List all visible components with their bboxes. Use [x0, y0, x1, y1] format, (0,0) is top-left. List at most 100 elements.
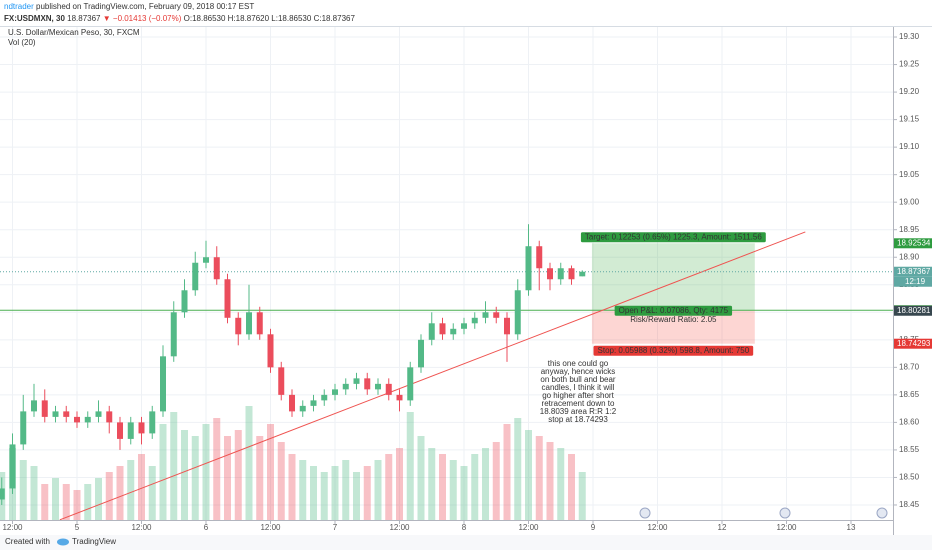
volume-bar [256, 436, 264, 520]
candle-body [256, 312, 263, 335]
candle-body [310, 400, 317, 406]
event-icon [779, 507, 791, 519]
candle-body [396, 394, 403, 401]
note-line: candles, I think it will [542, 383, 615, 392]
volume-bar [30, 466, 38, 520]
volume-bar [299, 460, 307, 520]
candle-body [407, 367, 414, 401]
candle-body [332, 389, 339, 395]
volume-bar [267, 424, 275, 520]
target-zone [591, 243, 755, 311]
volume-bar [234, 430, 242, 520]
y-tick-label: 18.95 [899, 225, 920, 234]
volume-bar [396, 448, 404, 520]
volume-bar [105, 472, 113, 520]
volume-bar [471, 454, 479, 520]
price-marker-label: 18.92534 [897, 238, 931, 247]
volume-bar [95, 478, 103, 520]
volume-bar [213, 418, 221, 520]
price-marker-label: 18.80281 [897, 306, 931, 315]
candle-body [127, 422, 134, 439]
candle-body [117, 422, 124, 439]
price-marker [894, 338, 932, 349]
candle-body [192, 262, 199, 291]
volume-bar [170, 412, 178, 520]
countdown-box [894, 276, 932, 287]
candle-body [0, 488, 5, 500]
volume-bar [62, 484, 70, 520]
candle-body [106, 411, 113, 423]
volume-bar [191, 436, 199, 520]
candle-body [267, 334, 274, 368]
volume-bar [277, 442, 285, 520]
y-tick-label: 18.45 [899, 500, 920, 509]
symbol: FX:USDMXN, 30 [4, 14, 65, 23]
candle-body [536, 246, 543, 269]
candle-body [482, 312, 489, 318]
volume-bar [578, 472, 586, 520]
volume-label: Vol (20) [8, 38, 36, 47]
pnl-label: Open P&L: 0.07086, Qty: 4175 [619, 306, 729, 315]
candle-body [568, 268, 575, 280]
volume-bar [19, 460, 27, 520]
note-line: retracement down to [542, 399, 615, 408]
volume-bar [138, 454, 146, 520]
event-icon [639, 507, 651, 519]
candle-body [213, 257, 220, 280]
candle-body [74, 416, 81, 423]
y-tick-label: 19.15 [899, 115, 920, 124]
candle-body [160, 356, 167, 412]
quote-close: C:18.87367 [314, 14, 356, 23]
candle-body [321, 394, 328, 401]
candle-body [450, 328, 457, 335]
volume-bar [202, 424, 210, 520]
candle-body [20, 411, 27, 445]
event-icons [639, 507, 888, 519]
candle-body [170, 312, 177, 357]
y-tick-label: 18.70 [899, 362, 920, 371]
volume-bar [363, 466, 371, 520]
candle-body [31, 400, 38, 412]
volume-bar [525, 430, 533, 520]
candle-body [439, 323, 446, 335]
drawing-labels: Target: 0.12253 (0.65%) 1225.3, Amount: … [540, 232, 766, 424]
note-line: stop at 18.74293 [548, 415, 608, 424]
candle-body [504, 317, 511, 335]
candle-body [418, 339, 425, 368]
x-tick-label: 5 [75, 523, 80, 532]
stop-zone [591, 310, 755, 344]
change: ▼ −0.01413 (−0.07%) [103, 14, 182, 23]
candle-body [138, 422, 145, 434]
header-line-1: ndtrader published on TradingView.com, F… [4, 2, 254, 11]
candle-body [9, 444, 16, 489]
candle-body [385, 383, 392, 395]
quote-high: H:18.87620 [228, 14, 270, 23]
volume-bar [310, 466, 318, 520]
volume-bar [52, 478, 60, 520]
volume-bar [546, 442, 554, 520]
y-tick-label: 19.25 [899, 60, 920, 69]
volume-bar [159, 424, 167, 520]
x-tick-label: 12:00 [518, 523, 539, 532]
volume-bar [41, 484, 49, 520]
volume [0, 406, 586, 520]
candle-body [375, 383, 382, 390]
price-marker [894, 305, 932, 316]
y-tick-label: 19.10 [899, 142, 920, 151]
axes: 18.4518.5018.5518.6018.6518.7018.7518.80… [2, 32, 932, 532]
footer [0, 535, 932, 550]
candle-body [224, 279, 231, 318]
volume-bar [557, 448, 565, 520]
brand-logo [57, 538, 69, 546]
price-marker-label: 18.74293 [897, 339, 931, 348]
volume-bar [514, 418, 522, 520]
candle-body [557, 268, 564, 280]
volume-bar [385, 454, 393, 520]
x-tick-label: 8 [462, 523, 467, 532]
candle-body [428, 323, 435, 340]
volume-bar [417, 436, 425, 520]
x-tick-label: 13 [847, 523, 856, 532]
x-tick-label: 12 [718, 523, 727, 532]
note-line: go higher after short [542, 391, 614, 400]
drawings [0, 231, 893, 520]
